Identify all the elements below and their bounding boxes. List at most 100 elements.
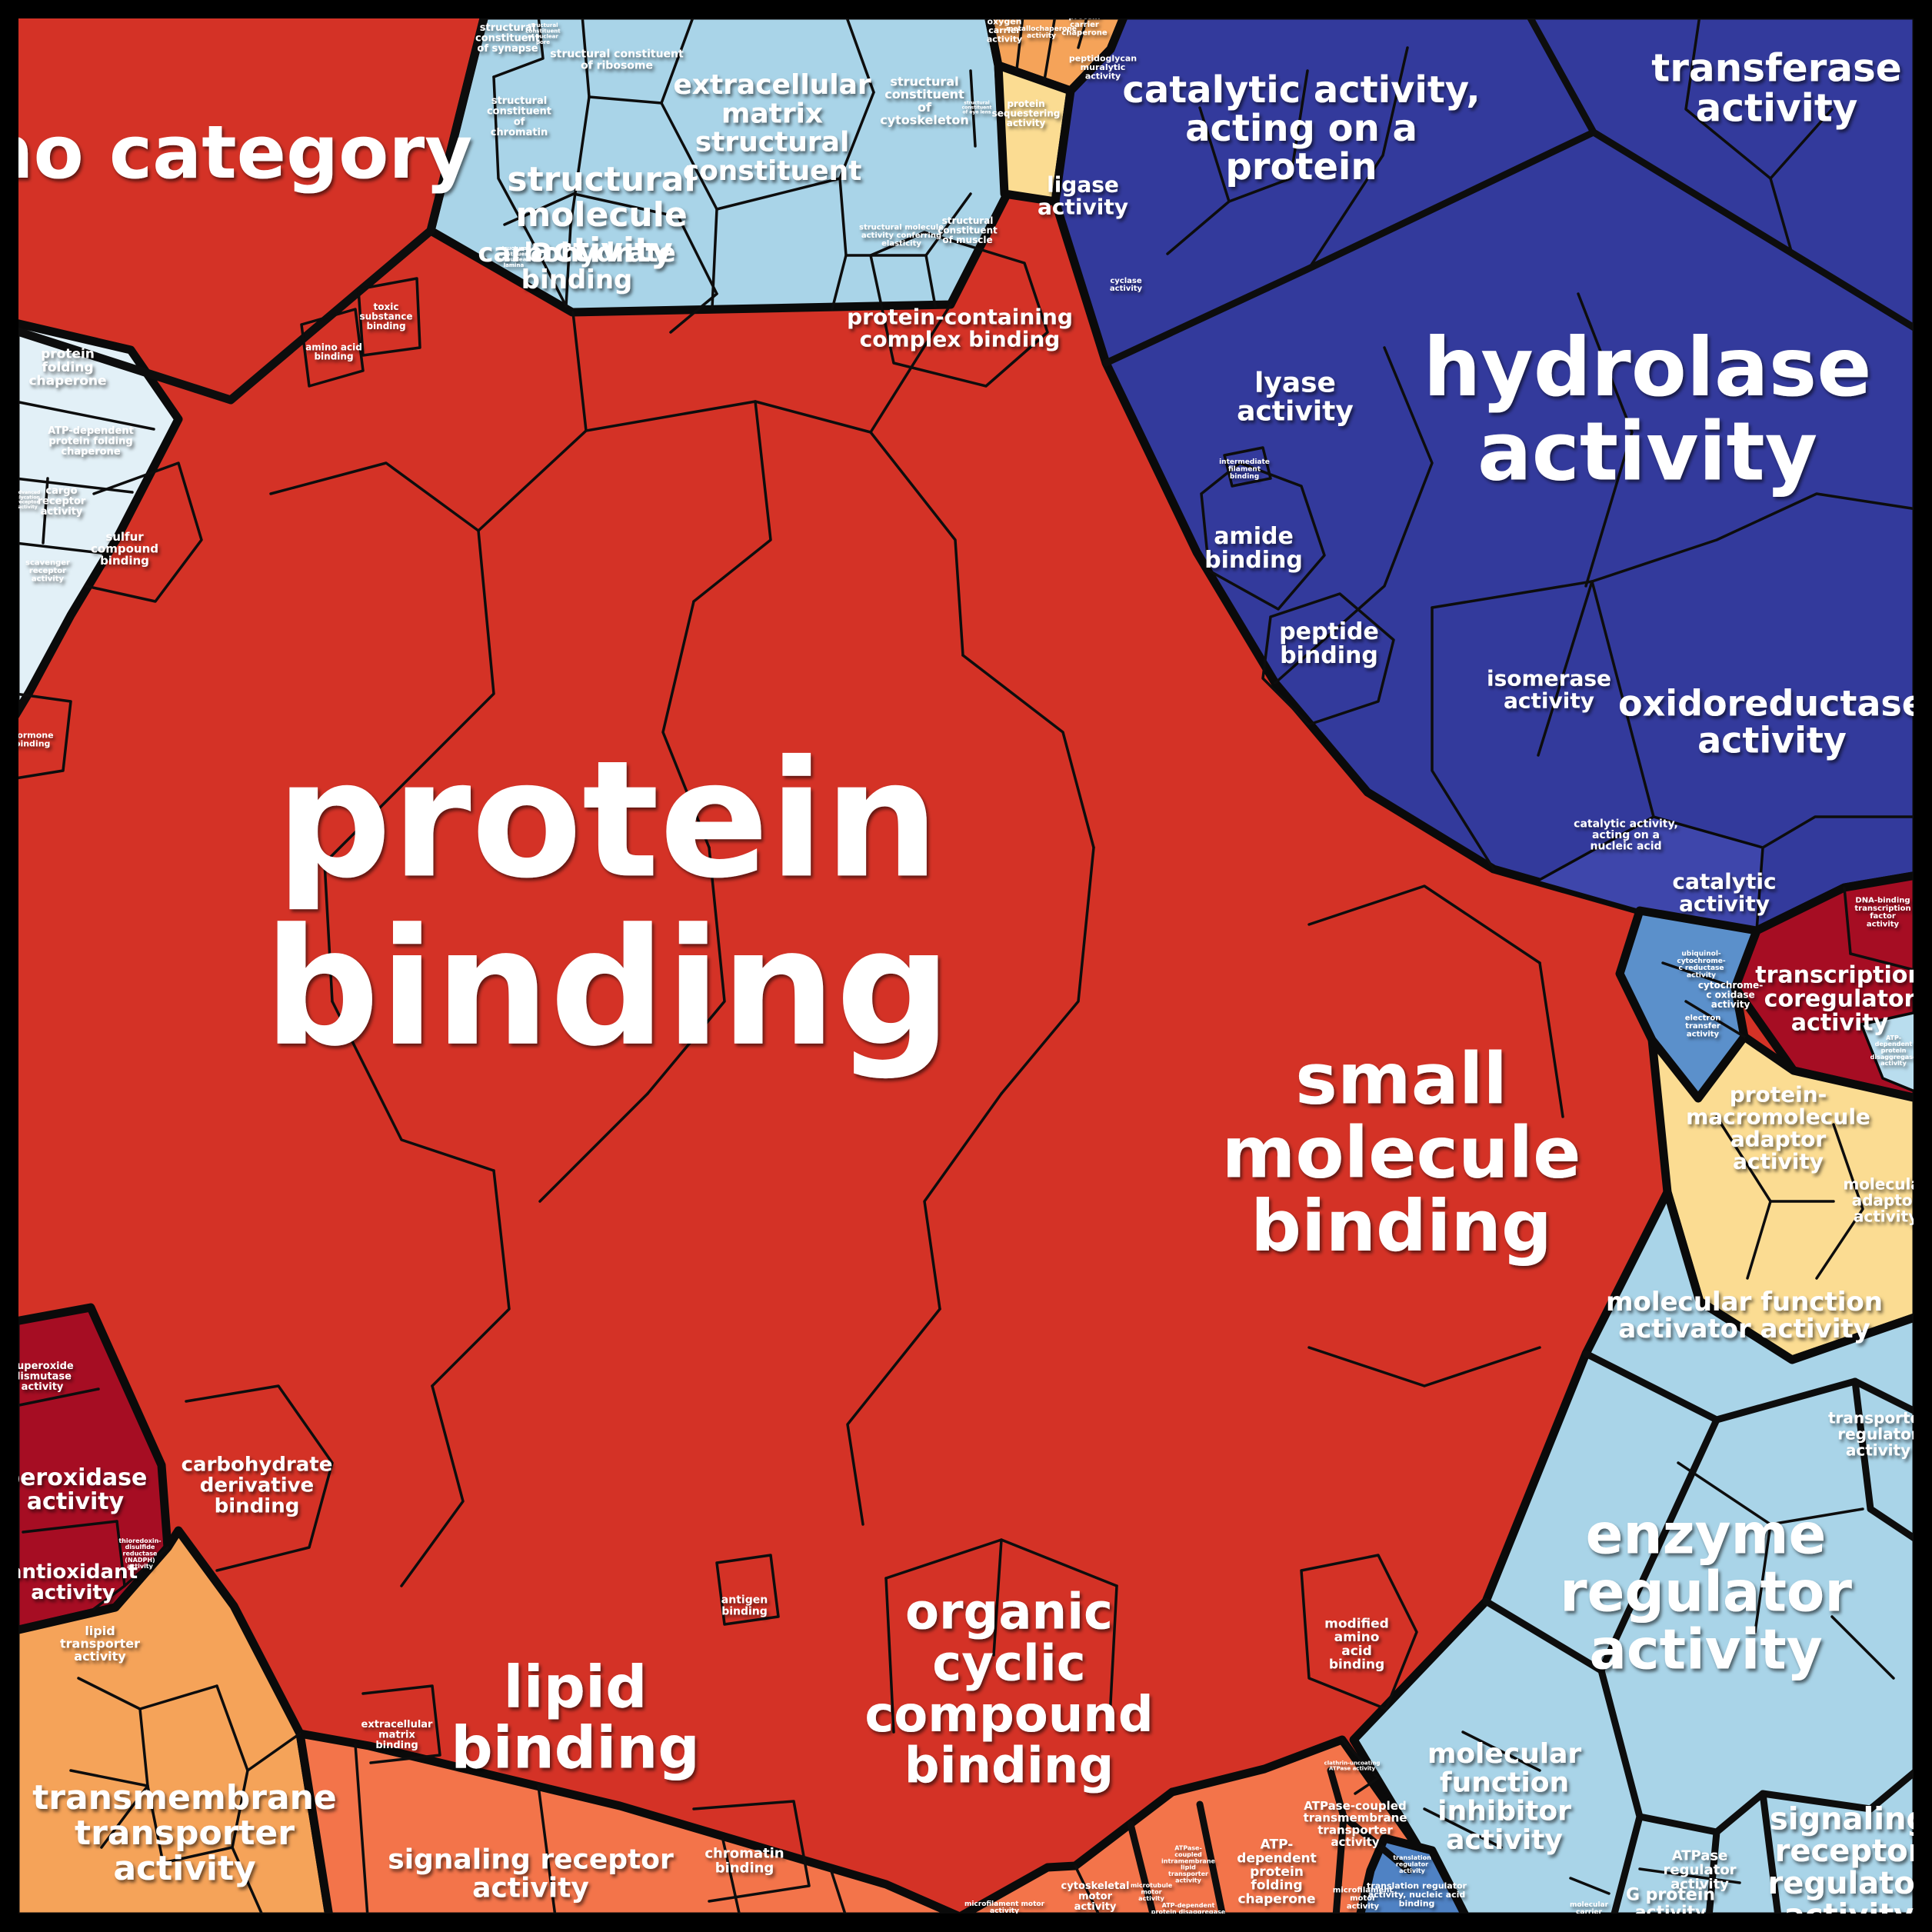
cell-border bbox=[646, 846, 726, 1095]
cell-border bbox=[14, 400, 155, 431]
cell-label: peroxidase activity bbox=[4, 1464, 148, 1515]
cell-label: hormone binding bbox=[11, 730, 53, 748]
cell-border bbox=[721, 1838, 741, 1918]
cell-label: cytoskeletal motor activity bbox=[1061, 1880, 1130, 1913]
cell-border bbox=[1127, 1820, 1158, 1920]
cell-border bbox=[22, 1520, 118, 1534]
cell-border bbox=[884, 1577, 895, 1734]
cell-label: modified amino acid binding bbox=[1324, 1616, 1389, 1672]
cell-label: protein sequestering activity bbox=[992, 98, 1061, 128]
cell-label: structural molecule activity conferring el… bbox=[859, 224, 944, 248]
cell-border bbox=[100, 1784, 149, 1849]
cell-label: thioredoxin-disulfide reductase (NADPH) act… bbox=[118, 1537, 161, 1570]
cell-border bbox=[924, 254, 937, 308]
cell-label: toxic substance binding bbox=[359, 301, 412, 331]
cell-label: structural constituent of muscle bbox=[938, 215, 998, 245]
cell-label: structural molecule activity bbox=[507, 160, 695, 270]
cell-border bbox=[1000, 846, 1095, 1095]
cell-border bbox=[1274, 346, 1434, 685]
cell-label: cyclase activity bbox=[1110, 277, 1143, 293]
cell-border bbox=[715, 1554, 780, 1626]
cell-border bbox=[138, 1684, 218, 1710]
cell-border bbox=[1423, 1807, 1503, 1849]
cell-label: lipid transporter activity bbox=[60, 1624, 140, 1664]
cell-label: amino acid binding bbox=[305, 341, 362, 361]
cell-label: lyase activity bbox=[1237, 367, 1354, 427]
cell-border bbox=[1340, 1813, 1413, 1874]
cell-border bbox=[246, 1732, 301, 1772]
cell-border bbox=[1077, 14, 1089, 49]
cell-border bbox=[354, 1743, 369, 1918]
cell-border bbox=[581, 14, 591, 98]
cell-border bbox=[1538, 961, 1564, 1118]
cell-border bbox=[692, 400, 772, 603]
cell-border bbox=[829, 1867, 848, 1918]
cell-border bbox=[357, 277, 421, 357]
cell-border bbox=[14, 692, 72, 780]
cell-label: clathrin-uncoating ATPase activity bbox=[1324, 1760, 1381, 1771]
cell-border bbox=[1843, 886, 1852, 955]
cell-border bbox=[123, 1546, 169, 1587]
cell-label: signaling receptor activity bbox=[388, 1844, 674, 1904]
cell-label: structural constituent of cytoskeleton bbox=[880, 75, 969, 128]
cell-border bbox=[361, 1684, 441, 1764]
cell-electron-transfer-cluster[interactable] bbox=[1615, 906, 1761, 1103]
cell-border bbox=[1591, 492, 1918, 583]
cell-label: sulfur compound binding bbox=[91, 530, 158, 568]
cell-border bbox=[660, 14, 695, 105]
cell-border bbox=[537, 1784, 557, 1918]
cell-label: ATPase-coupled transmembrane transporter ac… bbox=[1304, 1799, 1407, 1849]
cell-label: protein folding chaperone bbox=[28, 346, 106, 388]
cell-label: cargo receptor activity bbox=[38, 485, 86, 518]
cell-label: transmembrane transporter activity bbox=[32, 1778, 337, 1888]
cell-border bbox=[869, 231, 1049, 388]
cell-label: oxygen carrier activity bbox=[987, 17, 1022, 45]
cell-border bbox=[961, 654, 1095, 849]
cell-label: catalytic activity, acting on a protein bbox=[1122, 68, 1480, 188]
cell-border bbox=[492, 14, 545, 78]
cell-label: DNA-binding transcription factor activity bbox=[1854, 896, 1910, 928]
cell-border bbox=[1684, 14, 1772, 180]
cell-label: structural constituent of eye lens bbox=[962, 100, 992, 115]
cell-border bbox=[1307, 1346, 1541, 1387]
cell-border bbox=[565, 95, 591, 308]
cell-border bbox=[1830, 1615, 1895, 1680]
cell-border bbox=[1851, 1377, 1920, 1416]
cell-border bbox=[1638, 1867, 1741, 1884]
cell-label: extracellular matrix structural constituent bbox=[673, 69, 871, 187]
cell-label: catalytic activity bbox=[1672, 868, 1776, 916]
cell-label: superoxide dismutase activity bbox=[11, 1361, 74, 1393]
cell-label: intermediate filament binding bbox=[1219, 458, 1270, 481]
cell-label: hydrolase activity bbox=[1424, 321, 1872, 498]
cell-label: signaling receptor regulator activity bbox=[1768, 1802, 1930, 1932]
cell-border bbox=[1341, 1738, 1380, 1795]
cell-border bbox=[844, 14, 875, 94]
cell-label: transporter regulator activity bbox=[1828, 1409, 1928, 1460]
cell-label: chromatin binding bbox=[705, 1846, 784, 1877]
cell-border bbox=[1102, 128, 1597, 367]
cell-border bbox=[969, 69, 977, 148]
cell-border bbox=[185, 1384, 334, 1572]
cell-label: peptide binding bbox=[1279, 618, 1379, 669]
cell-border bbox=[669, 292, 718, 334]
cell-border bbox=[162, 1846, 234, 1864]
cell-border bbox=[231, 1846, 265, 1918]
cell-border bbox=[1759, 1790, 1782, 1920]
cell-label: carbohydrate derivative binding bbox=[182, 1453, 333, 1517]
cell-label: extracellular matrix binding bbox=[361, 1719, 434, 1751]
cell-border bbox=[1577, 292, 1634, 588]
cell-border bbox=[1684, 1000, 1746, 1038]
cell-border bbox=[269, 461, 480, 532]
cell-label: protein binding bbox=[264, 725, 951, 1081]
cell-label: catalytic activity, acting on a nucleic ac… bbox=[1574, 818, 1678, 852]
cell-label: amide binding bbox=[1204, 523, 1303, 574]
cell-border bbox=[1537, 580, 1594, 757]
cell-label: metallochaperone activity bbox=[1006, 25, 1077, 40]
cell-border bbox=[14, 1387, 100, 1407]
treemap-cells[interactable] bbox=[11, 11, 1921, 1921]
cell-border bbox=[300, 308, 365, 388]
cell-border bbox=[1705, 1828, 1720, 1920]
cell-border bbox=[1815, 1123, 1864, 1280]
cell-border bbox=[1306, 46, 1409, 272]
